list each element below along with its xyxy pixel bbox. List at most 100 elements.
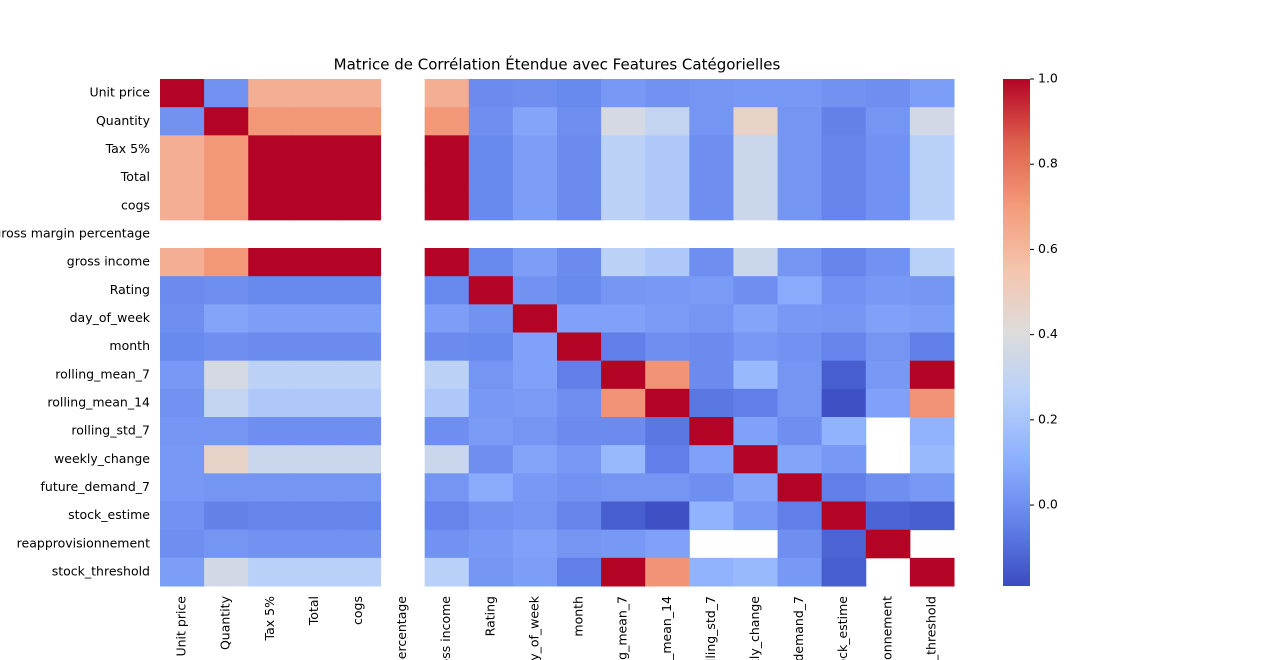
heatmap-cell: [821, 332, 867, 362]
heatmap-cell: [865, 248, 911, 277]
heatmap-cell: [733, 332, 779, 362]
heatmap-cell: [512, 79, 558, 108]
heatmap-cell: [909, 332, 955, 362]
heatmap-cell: [601, 107, 646, 136]
heatmap-cell: [557, 445, 602, 474]
x-tick-label: cogs: [350, 596, 365, 625]
heatmap-cell: [909, 107, 955, 136]
heatmap-cell: [160, 107, 205, 136]
y-tick-label: future_demand_7: [41, 479, 150, 494]
heatmap-cell: [689, 417, 734, 446]
heatmap-cell: [557, 473, 602, 502]
heatmap-cell: [689, 473, 734, 502]
heatmap-cell: [336, 163, 382, 193]
y-tick-label: Rating: [110, 282, 150, 297]
heatmap-cell: [733, 501, 779, 531]
heatmap-cell: [424, 107, 470, 136]
colorbar-tick-label: 1.0: [1038, 71, 1058, 86]
heatmap-cell: [468, 276, 514, 305]
heatmap-cell: [424, 417, 470, 446]
heatmap-cell: [468, 163, 514, 193]
heatmap-cell: [865, 332, 911, 362]
heatmap-cell: [865, 360, 911, 390]
heatmap-cell: [557, 529, 602, 559]
heatmap-cell: [336, 557, 382, 587]
heatmap-cell: [336, 304, 382, 333]
heatmap-cell: [512, 332, 558, 362]
heatmap-cell: [292, 191, 337, 221]
heatmap-cell: [292, 501, 337, 531]
y-tick-label: Total: [120, 169, 150, 184]
heatmap-cell: [292, 557, 337, 587]
heatmap-cell: [557, 501, 602, 531]
heatmap-cell: [336, 135, 382, 164]
heatmap-cell: [468, 304, 514, 333]
heatmap-cell: [777, 501, 823, 531]
heatmap-cell: [512, 501, 558, 531]
heatmap-cell: [689, 276, 734, 305]
heatmap-cell: [865, 107, 911, 136]
heatmap-cell: [468, 417, 514, 446]
heatmap-cell: [160, 248, 205, 277]
heatmap-cell: [424, 529, 470, 559]
heatmap-cell: [204, 135, 249, 164]
heatmap-cell: [248, 473, 293, 502]
heatmap-cell: [557, 79, 602, 108]
heatmap-cell: [645, 501, 690, 531]
x-tick-label: Total: [306, 596, 321, 626]
heatmap-cell: [733, 445, 779, 474]
heatmap-cell: [601, 276, 646, 305]
heatmap-cell: [512, 135, 558, 164]
heatmap-cell: [468, 388, 514, 418]
heatmap-cell: [645, 388, 690, 418]
heatmap-cell: [204, 332, 249, 362]
heatmap-cell: [777, 360, 823, 390]
heatmap-cell: [909, 163, 955, 193]
heatmap-cell: [336, 445, 382, 474]
heatmap-cell: [468, 557, 514, 587]
heatmap-cell: [424, 473, 470, 502]
x-tick-label: rolling_std_7: [703, 596, 718, 660]
heatmap-cell: [645, 276, 690, 305]
heatmap-cell: [292, 79, 337, 108]
colorbar-tick-label: 0.8: [1038, 156, 1058, 171]
heatmap-cell: [248, 107, 293, 136]
heatmap-cell: [777, 332, 823, 362]
heatmap-cell: [424, 79, 470, 108]
heatmap-cell: [733, 163, 779, 193]
heatmap-cell: [865, 473, 911, 502]
heatmap-cell: [424, 388, 470, 418]
heatmap-cell: [777, 276, 823, 305]
heatmap-cell: [160, 304, 205, 333]
heatmap-cell: [160, 276, 205, 305]
heatmap-cell: [909, 276, 955, 305]
heatmap-cell: [865, 501, 911, 531]
chart-title: Matrice de Corrélation Étendue avec Feat…: [334, 55, 781, 74]
heatmap-cell: [248, 501, 293, 531]
heatmap-cell: [160, 529, 205, 559]
heatmap-cell: [248, 529, 293, 559]
heatmap-cell: [601, 417, 646, 446]
heatmap-cell: [865, 529, 911, 559]
heatmap-cell: [292, 135, 337, 164]
heatmap-cell: [248, 163, 293, 193]
heatmap-cell: [292, 417, 337, 446]
heatmap-cell: [865, 135, 911, 164]
heatmap-cell: [292, 276, 337, 305]
heatmap-cell: [821, 417, 867, 446]
x-tick-label: stock_threshold: [923, 596, 938, 660]
heatmap-cell: [424, 332, 470, 362]
heatmap-cell: [424, 135, 470, 164]
heatmap-cell: [424, 501, 470, 531]
heatmap-cell: [777, 135, 823, 164]
heatmap-cell: [865, 276, 911, 305]
heatmap-cell: [336, 501, 382, 531]
heatmap-cell: [204, 473, 249, 502]
heatmap-cell: [512, 445, 558, 474]
heatmap-cell: [821, 107, 867, 136]
heatmap-cell: [733, 417, 779, 446]
heatmap-cell: [821, 248, 867, 277]
heatmap-cell: [645, 248, 690, 277]
heatmap-cell: [777, 304, 823, 333]
